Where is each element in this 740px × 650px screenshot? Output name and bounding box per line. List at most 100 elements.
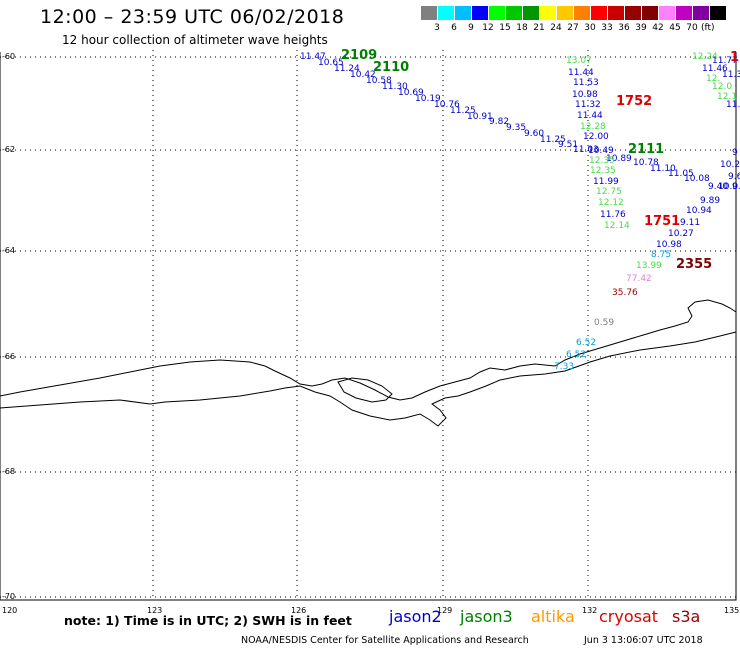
wave-height-label: 9.35 — [506, 123, 527, 133]
lat-label: -68 — [2, 467, 16, 476]
wave-height-label: 10.69 — [398, 88, 424, 98]
scale-label: 12 — [482, 23, 494, 33]
scale-label: 39 — [635, 23, 647, 33]
wave-height-label: 10.27 — [668, 229, 694, 239]
legend-entry-jason3: jason3 — [460, 607, 513, 626]
wave-height-label: 11.03 — [573, 145, 599, 155]
wave-height-label: 11.30 — [382, 82, 408, 92]
lat-label: -62 — [2, 145, 16, 154]
wave-height-label: 12.28 — [580, 122, 606, 132]
wave-height-label: 9.89 — [700, 196, 721, 206]
wave-height-label: 6.52 — [566, 350, 587, 360]
wave-height-label: 10.49 — [588, 146, 614, 156]
wave-height-label: 0.59 — [594, 318, 615, 328]
wave-height-label: 9.11 — [680, 218, 701, 228]
wave-height-label: 77.42 — [626, 274, 652, 284]
wave-height-label: 13.07 — [566, 56, 592, 66]
wave-height-label: 10.0 — [718, 182, 739, 192]
wave-height-label: 6.52 — [576, 338, 597, 348]
map-subtitle: 12 hour collection of altimeter wave hei… — [62, 33, 328, 47]
scale-unit: (ft) — [701, 23, 715, 33]
wave-height-label: 10.58 — [366, 76, 392, 86]
scale-swatch — [557, 6, 573, 20]
scale-label: 24 — [550, 23, 562, 33]
scale-swatch — [710, 6, 726, 20]
scale-swatch — [455, 6, 471, 20]
wave-height-label: 11.25 — [540, 135, 566, 145]
wave-height-label: 12.12 — [598, 198, 624, 208]
wave-height-label: 12.35 — [590, 166, 616, 176]
scale-label: 36 — [618, 23, 630, 33]
map-title: 12:00 – 23:59 UTC 06/02/2018 — [40, 6, 345, 28]
lat-label: -60 — [2, 52, 16, 61]
wave-height-label: 12.75 — [596, 187, 622, 197]
lon-label: 129 — [437, 606, 453, 615]
wave-height-label: 10.65 — [318, 58, 344, 68]
scale-label: 15 — [499, 23, 511, 33]
wave-height-label: 9.40 — [708, 182, 729, 192]
legend-entry-s3a: s3a — [672, 607, 701, 626]
pass-time-label: 1751 — [644, 214, 681, 229]
pass-time-label: 2355 — [676, 257, 713, 272]
scale-swatch — [438, 6, 454, 20]
scale-swatch — [659, 6, 675, 20]
wave-height-label: 12. — [706, 74, 721, 84]
island-outline — [337, 377, 393, 403]
scale-label: 21 — [533, 23, 545, 33]
wave-height-label: 11.77 — [712, 56, 738, 66]
pass-time-label: 1752 — [616, 94, 653, 109]
wave-height-label: 12.00 — [583, 132, 609, 142]
scale-swatch — [472, 6, 488, 20]
wave-height-label: 11.47 — [300, 52, 326, 62]
wave-height-label: 12.14 — [604, 221, 630, 231]
wave-height-label: 11.44 — [568, 68, 594, 78]
scale-label: 30 — [584, 23, 596, 33]
scale-swatch — [506, 6, 522, 20]
wave-height-label: 10.19 — [415, 94, 441, 104]
scale-label: 45 — [669, 23, 681, 33]
wave-height-label: 11.46 — [702, 64, 728, 74]
lat-label: -66 — [2, 352, 16, 361]
ice-shelf-outline — [0, 331, 737, 427]
wave-height-label: 10.91 — [467, 112, 493, 122]
scale-label: 6 — [451, 23, 457, 33]
scale-label: 70 — [686, 23, 698, 33]
scale-swatch — [693, 6, 709, 20]
wave-height-label: 11.3 — [722, 70, 740, 80]
wave-height-label: 12.0 — [712, 82, 733, 92]
pass-time-label: 2111 — [628, 142, 665, 157]
wave-height-label: 9.68 — [728, 172, 740, 182]
wave-height-label: 35.76 — [612, 288, 638, 298]
wave-height-label: 9.82 — [489, 117, 510, 127]
wave-height-label: 12.1 — [717, 92, 738, 102]
wave-height-label: 10.76 — [434, 100, 460, 110]
scale-swatch — [489, 6, 505, 20]
wave-height-label: 10.94 — [686, 206, 712, 216]
scale-swatch — [642, 6, 658, 20]
scale-label: 3 — [434, 23, 440, 33]
wave-height-label: 10.98 — [656, 240, 682, 250]
wave-height-label: 13.99 — [636, 261, 662, 271]
credit-line: NOAA/NESDIS Center for Satellite Applica… — [241, 635, 529, 646]
wave-height-label: 9.60 — [524, 129, 545, 139]
scale-label: 18 — [516, 23, 528, 33]
antarctic-coastline — [0, 299, 737, 401]
wave-height-label: 11.76 — [600, 210, 626, 220]
scale-swatch — [523, 6, 539, 20]
wave-height-label: 9 — [732, 148, 738, 158]
scale-swatch — [540, 6, 556, 20]
lon-label: 126 — [291, 606, 307, 615]
wave-height-label: 8.75 — [651, 250, 672, 260]
scale-swatch — [591, 6, 607, 20]
wave-height-label: 7.33 — [554, 362, 575, 372]
scale-label: 33 — [601, 23, 613, 33]
wave-height-label: 12.35 — [589, 156, 615, 166]
wave-height-label: 10.42 — [350, 70, 376, 80]
scale-label: 9 — [468, 23, 474, 33]
wave-height-label: 10.89 — [606, 154, 632, 164]
scale-label: 42 — [652, 23, 664, 33]
wave-height-label: 10.98 — [572, 90, 598, 100]
wave-height-label: 10.08 — [684, 174, 710, 184]
wave-height-label: 11. — [726, 100, 740, 110]
wave-height-label: 11.32 — [575, 100, 601, 110]
